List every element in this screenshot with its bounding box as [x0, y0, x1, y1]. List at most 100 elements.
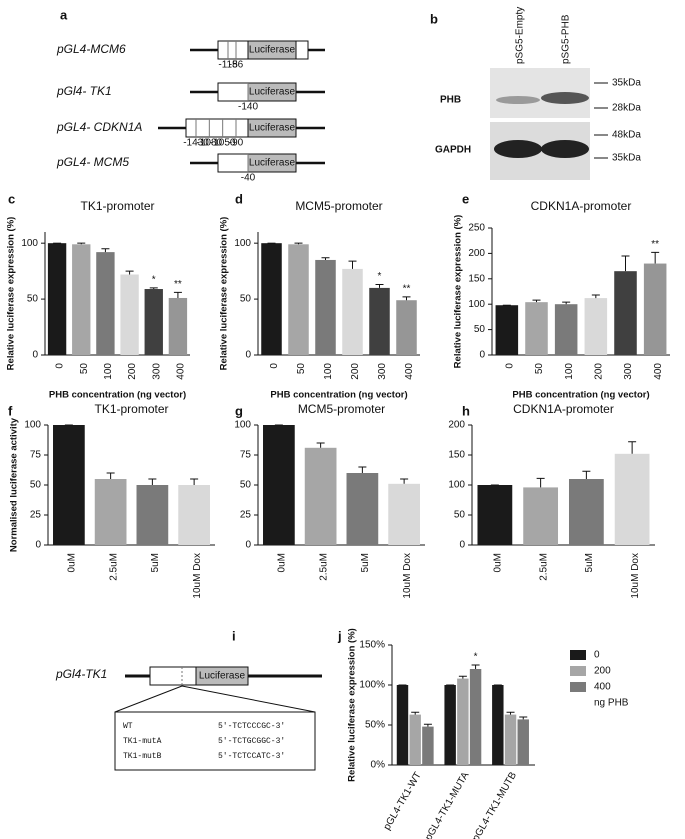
x-tick-label: pGL4-TK1-WT [382, 770, 424, 832]
x-tick-label: 5uM [584, 553, 595, 572]
x-tick-label: 400 [176, 363, 187, 380]
y-tick-label: 25 [30, 510, 42, 521]
chart-title: MCM5-promoter [298, 402, 385, 416]
x-tick-label: 2.5uM [318, 553, 329, 581]
bar [495, 305, 519, 355]
panel-letter: a [60, 7, 68, 22]
construct-name: pGL4- MCM5 [56, 155, 129, 169]
band [541, 92, 589, 104]
seq-name: TK1-mutA [123, 737, 162, 746]
luciferase-box [247, 118, 297, 138]
significance: ** [651, 239, 659, 250]
error-bar [411, 711, 420, 715]
error-bar [651, 251, 660, 264]
position: -140 [238, 102, 258, 113]
bar [492, 685, 504, 765]
construct-name: pGl4-TK1 [55, 667, 107, 681]
error-bar [536, 477, 545, 488]
bar [388, 483, 420, 545]
bar [53, 425, 85, 545]
y-tick-label: 150% [359, 640, 385, 651]
bar [304, 447, 337, 545]
x-tick-label: 0 [504, 363, 515, 369]
x-tick-label: 0 [269, 363, 280, 369]
y-axis-label: Relative luciferase expression (%) [219, 217, 230, 371]
sequence-box [114, 711, 316, 771]
legend-swatch [570, 682, 586, 692]
bar [263, 425, 295, 545]
x-tick-label: 2.5uM [108, 553, 119, 581]
x-tick-label: 200 [127, 363, 138, 380]
luciferase-box [195, 666, 249, 686]
panel-letter: i [232, 628, 236, 643]
x-axis-label: PHB concentration (ng vector) [512, 390, 649, 401]
band [494, 140, 542, 158]
y-tick-label: 50 [454, 510, 466, 521]
protein-label: PHB [440, 95, 461, 106]
construct-name: pGl4- TK1 [56, 84, 112, 98]
y-tick-label: 50% [365, 720, 385, 731]
error-bar [532, 299, 541, 303]
seq: 5'-TCTCCCGC-3' [218, 722, 285, 731]
y-tick-label: 50 [240, 480, 252, 491]
y-tick-label: 200 [468, 248, 485, 259]
bar [288, 244, 309, 355]
bar [136, 485, 169, 545]
error-bar [375, 284, 384, 288]
x-tick-label: 100 [323, 363, 334, 380]
y-tick-label: 100 [234, 238, 251, 249]
y-tick-label: 0 [32, 350, 38, 361]
x-tick-label: 200 [350, 363, 361, 380]
y-tick-label: 0 [245, 540, 251, 551]
y-tick-label: 50 [30, 480, 42, 491]
y-tick-label: 100 [448, 480, 465, 491]
bar [120, 274, 139, 355]
legend-label: 200 [594, 666, 611, 677]
marker-lines [594, 82, 608, 159]
marker-label: 28kDa [612, 103, 641, 114]
x-tick-label: 0uM [67, 553, 78, 572]
error-bar [294, 242, 303, 245]
x-tick-label: 10uM Dox [192, 553, 203, 599]
error-bar [149, 287, 158, 290]
bar [525, 302, 548, 355]
y-axis-label: Relative luciferase expression (%) [6, 217, 17, 371]
lane-label: pSG5-Empty [515, 7, 526, 64]
legend-swatch [570, 666, 586, 676]
panel-letter: h [462, 403, 470, 418]
y-tick-label: 50 [474, 324, 486, 335]
x-tick-label: 400 [653, 363, 664, 380]
reporter: Luciferase [249, 123, 296, 134]
bar [457, 678, 469, 765]
y-tick-label: 200 [448, 420, 465, 431]
reporter: Luciferase [249, 87, 296, 98]
y-tick-label: 100 [21, 238, 38, 249]
y-tick-label: 100 [234, 420, 251, 431]
x-tick-label: 50 [79, 363, 90, 375]
x-tick-label: 300 [623, 363, 634, 380]
y-tick-label: 100% [359, 680, 385, 691]
error-bar [471, 664, 480, 669]
bar [504, 714, 517, 765]
significance: * [378, 271, 382, 282]
y-axis-label: Relative luciferase expression (%) [453, 215, 464, 369]
seq: 5'-TCTCCATC-3' [218, 752, 285, 761]
position: -90 [229, 138, 244, 149]
bar [168, 297, 188, 355]
error-bar [628, 441, 637, 454]
bar [477, 485, 513, 545]
position: -40 [241, 173, 256, 184]
seq-name: TK1-mutB [123, 752, 162, 761]
error-bar [400, 478, 409, 484]
position: -1080 [197, 138, 223, 149]
bar [614, 271, 637, 355]
y-axis-label: Relative luciferase expression (%) [347, 628, 358, 782]
error-bar [402, 296, 411, 301]
bar [444, 685, 456, 765]
reporter: Luciferase [249, 158, 296, 169]
position: -56 [229, 60, 244, 71]
zoom-lines [114, 685, 316, 713]
bar [178, 485, 210, 545]
x-tick-label: 10uM Dox [630, 553, 641, 599]
